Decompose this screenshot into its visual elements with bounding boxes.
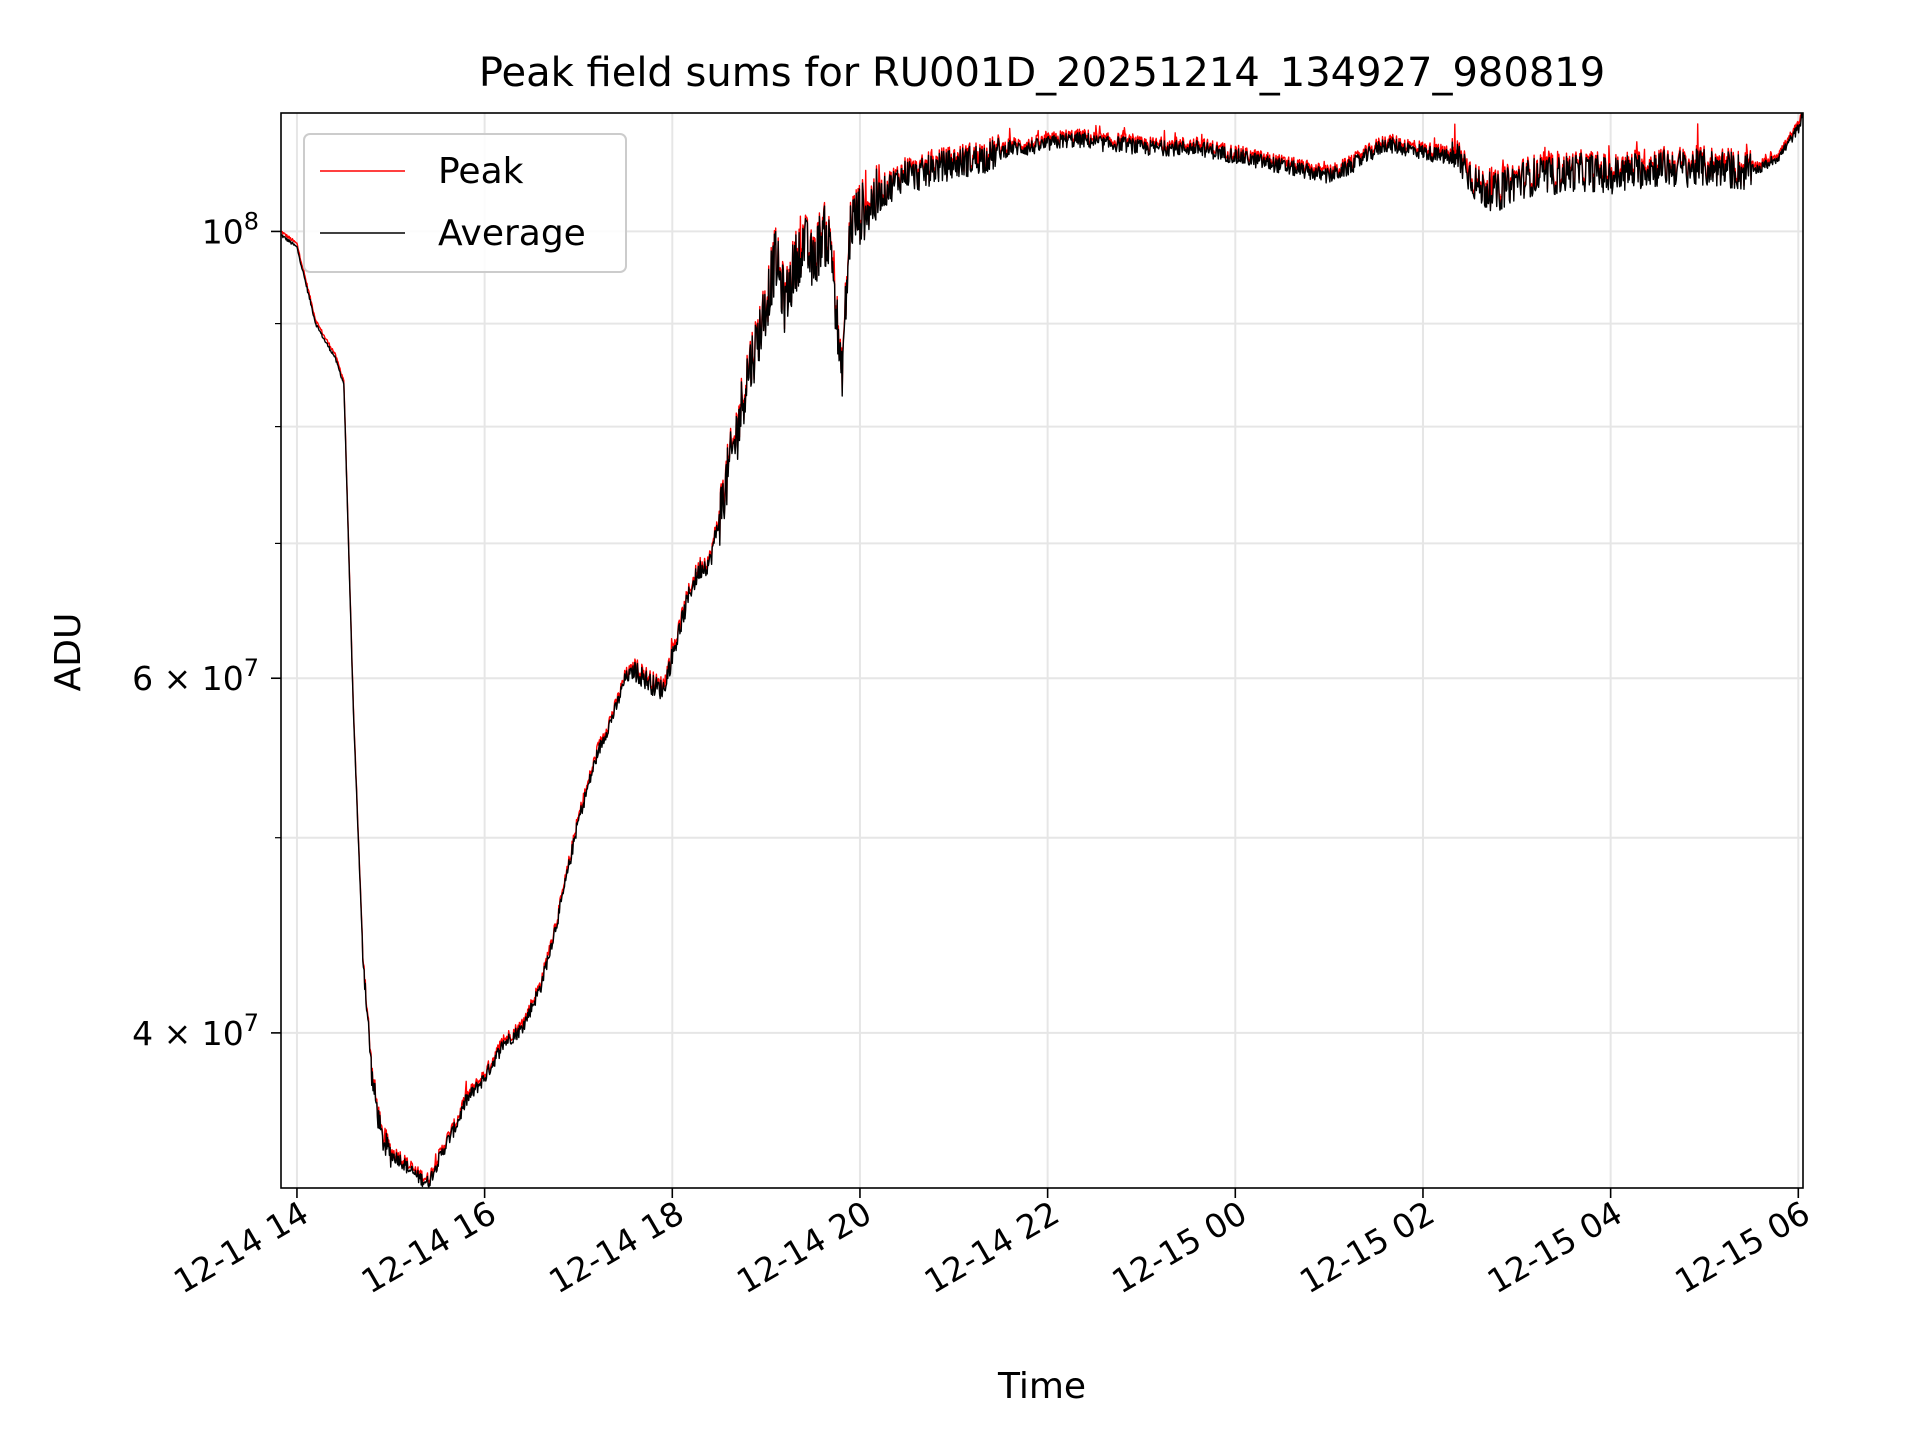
series-line-average — [281, 113, 1803, 1188]
legend: Peak Average — [303, 133, 627, 273]
grid — [281, 113, 1803, 1188]
chart-title: Peak field sums for RU001D_20251214_1349… — [479, 50, 1605, 96]
series-layer — [281, 113, 1803, 1188]
x-axis-label: Time — [997, 1366, 1086, 1407]
legend-label-average: Average — [438, 213, 586, 254]
y-tick-label: 108 — [202, 207, 259, 251]
legend-frame — [303, 133, 627, 273]
y-tick-label: 4 × 107 — [132, 1009, 259, 1053]
legend-label-peak: Peak — [438, 151, 524, 192]
y-tick-label: 6 × 107 — [132, 654, 259, 698]
plot-frame — [280, 112, 1804, 1189]
y-axis-label: ADU — [48, 613, 89, 692]
series-line-peak — [281, 113, 1803, 1185]
